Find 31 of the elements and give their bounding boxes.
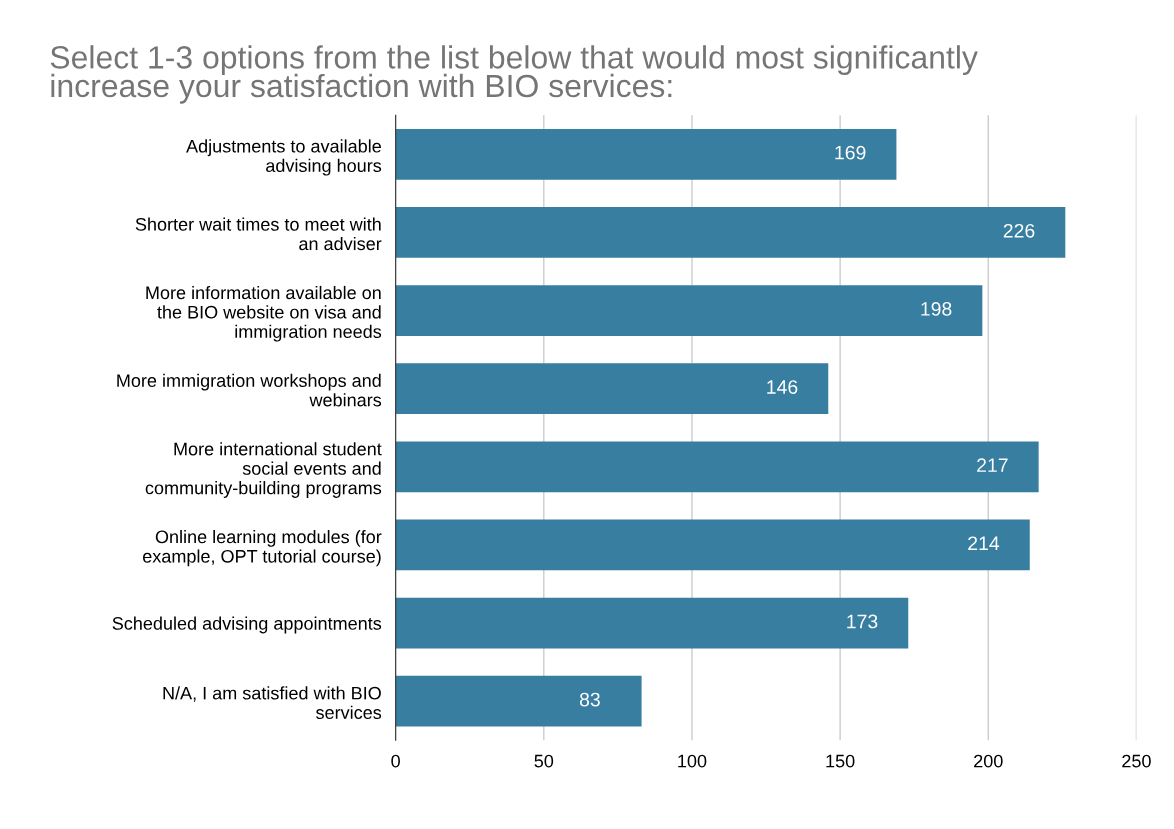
data-label: 198 [921, 302, 952, 316]
y-tick-label: More international student social events and community-building programs [145, 442, 382, 498]
data-label: 83 [579, 692, 600, 707]
y-tick-label: Scheduled advising appointments [112, 616, 382, 634]
chart-title: Select 1-3 options from the list below that would most significantly increase your satisfaction with BIO services: [50, 45, 978, 104]
bar [395, 675, 642, 727]
y-tick-label: More information available on the BIO website on visa and immigration needs [146, 285, 382, 342]
x-tick-label: 50 [534, 754, 554, 768]
bar [395, 597, 909, 649]
bar [395, 363, 829, 415]
y-tick-label: N/A, I am satisfied with BIO services [163, 686, 382, 719]
data-label: 173 [847, 614, 878, 629]
x-tick-label: 150 [826, 754, 855, 768]
data-label: 146 [767, 380, 798, 394]
x-tick-label: 200 [974, 754, 1003, 768]
y-tick-label: More immigration workshops and webinars [117, 373, 382, 407]
y-tick-label: Shorter wait times to meet with an adviser [135, 217, 382, 251]
data-label: 226 [1003, 223, 1035, 238]
data-label: 214 [968, 536, 1000, 550]
x-tick-label: 100 [678, 754, 707, 768]
data-label: 169 [835, 145, 866, 160]
data-label: 217 [977, 458, 1008, 472]
bar [395, 285, 983, 336]
bar [395, 519, 1030, 571]
bar [395, 441, 1039, 493]
y-tick-label: Online learning modules (for example, OPT tutorial course) [143, 530, 382, 567]
x-tick-label: 0 [391, 754, 400, 768]
bar [395, 128, 897, 180]
x-tick-label: 250 [1122, 754, 1151, 768]
y-tick-label: Adjustments to available advising hours [186, 139, 382, 176]
bar [395, 207, 1066, 258]
